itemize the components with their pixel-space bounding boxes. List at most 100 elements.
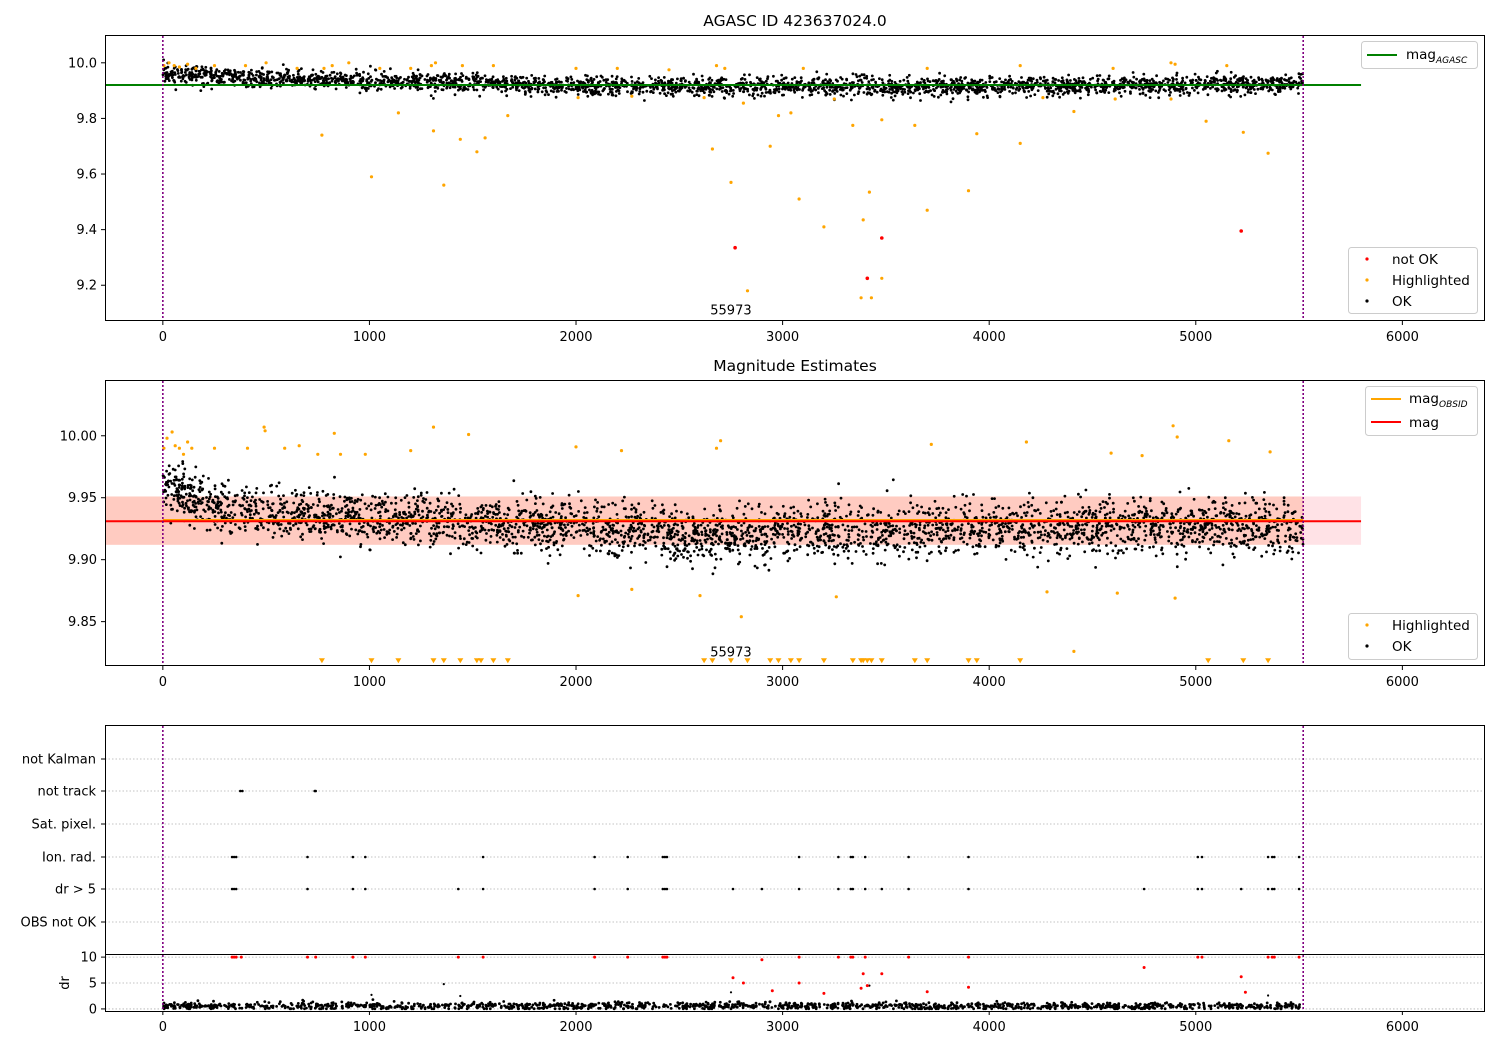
ok-point	[1132, 75, 1136, 79]
ok-point	[879, 522, 883, 525]
ok-point	[186, 67, 190, 71]
ok-point	[278, 527, 282, 531]
ok-point	[809, 540, 812, 544]
ok-point	[370, 78, 374, 82]
ok-point	[683, 80, 687, 83]
ok-point	[208, 70, 212, 74]
ok-point	[781, 87, 784, 91]
ok-point	[809, 90, 813, 93]
ok-point	[1143, 79, 1146, 82]
ok-point	[259, 78, 263, 82]
ok-point	[962, 540, 966, 544]
ok-point	[1143, 529, 1146, 533]
ok-point	[834, 525, 838, 529]
ok-point	[512, 479, 516, 483]
ok-point	[585, 526, 589, 530]
ok-point	[1083, 550, 1087, 554]
ok-point	[827, 546, 831, 550]
ok-point	[891, 98, 895, 102]
ok-point	[1091, 513, 1095, 516]
ok-point	[378, 525, 382, 529]
ok-point	[1056, 531, 1059, 534]
ok-point	[244, 515, 248, 519]
ok-point	[358, 522, 361, 525]
ok-point	[763, 525, 767, 528]
panel1-legend-bottom[interactable]: not OK Highlighted OK	[1348, 247, 1478, 314]
ok-point	[731, 548, 735, 552]
ok-point	[1112, 507, 1115, 511]
ok-point	[949, 88, 953, 92]
ok-point	[1266, 81, 1270, 84]
ok-point	[340, 507, 344, 510]
ok-point	[170, 508, 173, 511]
ok-point	[360, 530, 364, 534]
panel1-legend-top[interactable]: magAGASC	[1361, 41, 1478, 69]
ok-point	[753, 97, 756, 100]
ok-point	[630, 503, 634, 507]
ok-point	[831, 90, 834, 93]
ok-point	[812, 78, 815, 81]
ok-point	[1249, 538, 1253, 541]
ok-point	[365, 532, 369, 536]
ok-point	[535, 530, 539, 534]
ok-point	[708, 90, 712, 94]
ok-point	[1080, 86, 1084, 89]
ok-point	[1049, 510, 1053, 513]
ok-point	[571, 87, 574, 91]
ok-point	[1056, 533, 1060, 537]
ok-point	[267, 71, 271, 75]
ok-point	[764, 87, 768, 91]
ok-point	[1064, 86, 1068, 90]
ok-point	[378, 522, 382, 526]
ok-point	[746, 89, 750, 93]
ok-point	[1189, 532, 1193, 535]
ok-point	[902, 550, 905, 554]
highlighted-point	[506, 114, 510, 118]
ok-point	[181, 74, 185, 77]
ok-point	[372, 530, 376, 534]
ok-point	[510, 74, 513, 78]
ok-point	[1205, 75, 1209, 78]
ok-point	[1210, 80, 1213, 84]
ok-point	[296, 80, 299, 83]
ok-point	[870, 535, 874, 539]
ok-point	[575, 86, 578, 89]
ok-point	[1174, 526, 1177, 530]
ok-point	[687, 80, 691, 84]
ok-point	[543, 74, 547, 78]
ok-point	[851, 72, 855, 76]
ok-point	[217, 81, 221, 85]
ok-point	[918, 523, 922, 527]
ok-point	[687, 516, 691, 520]
ok-point	[277, 77, 281, 81]
ok-point	[1158, 89, 1161, 92]
ok-point	[888, 78, 892, 82]
ok-point	[426, 86, 430, 90]
ok-point	[668, 515, 671, 518]
ok-point	[663, 81, 667, 85]
ok-point	[932, 95, 936, 98]
ok-point	[432, 97, 435, 100]
ok-point	[883, 563, 887, 567]
ok-point	[881, 89, 885, 93]
ok-point	[662, 88, 666, 91]
ok-point	[1034, 509, 1038, 513]
ok-point	[285, 71, 289, 75]
ok-point	[383, 75, 387, 78]
ok-point	[208, 528, 212, 532]
ok-point	[967, 522, 970, 525]
ok-point	[529, 514, 533, 518]
ok-point	[741, 81, 745, 85]
ok-point	[170, 74, 174, 77]
ok-point	[164, 77, 168, 81]
ok-point	[551, 515, 555, 519]
ok-point	[1184, 87, 1188, 91]
ok-point	[1206, 93, 1210, 97]
ok-point	[1014, 511, 1018, 515]
ok-point	[1023, 511, 1026, 515]
ok-point	[322, 504, 326, 508]
ok-point	[1004, 522, 1007, 526]
ok-point	[503, 512, 506, 516]
ok-point	[579, 534, 583, 537]
